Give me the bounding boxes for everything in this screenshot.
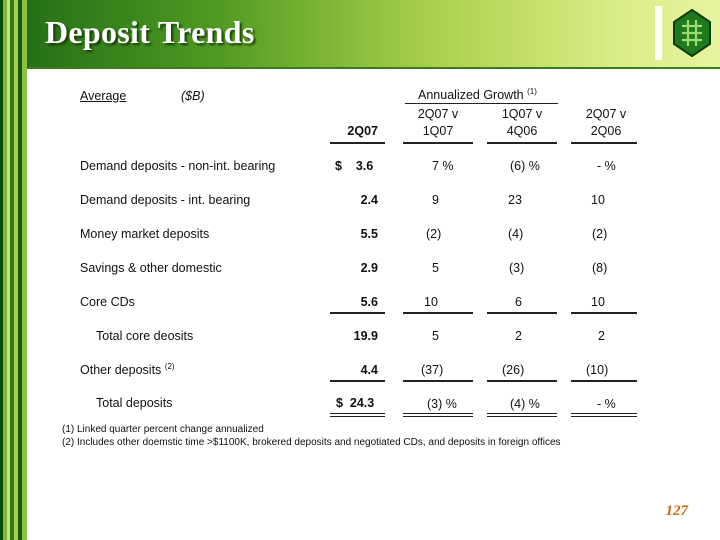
left-stripes	[0, 0, 27, 540]
subtotal-rule-c	[571, 312, 637, 314]
row-value-c: - %	[597, 397, 616, 411]
row-value-2q07: 19.9	[353, 329, 378, 343]
total-rule-c	[571, 380, 637, 382]
double-rule-cur-2	[330, 416, 385, 417]
row-value-a: 5	[432, 261, 439, 275]
double-rule-a-2	[403, 416, 473, 417]
header-band	[0, 0, 720, 67]
footnote-1: (1) Linked quarter percent change annual…	[62, 424, 264, 435]
row-value-c: - %	[597, 159, 616, 173]
double-rule-a-1	[403, 413, 473, 414]
row-value-a: (2)	[426, 227, 442, 241]
row-value-c: 10	[591, 193, 605, 207]
row-label: Core CDs	[80, 295, 135, 309]
page-number: 127	[665, 503, 689, 519]
footnote-2: (2) Includes other doemstic time >$1100K…	[62, 437, 561, 448]
header-rule-cur	[330, 142, 385, 144]
row-value-c: 10	[591, 295, 605, 309]
group-underline	[405, 103, 558, 104]
page-title: Deposit Trends	[45, 14, 255, 50]
row-value-c: (8)	[592, 261, 608, 275]
row-label: Money market deposits	[80, 227, 210, 241]
row-value-b: 2	[515, 329, 522, 343]
row-value-a: 7 %	[432, 159, 454, 173]
double-rule-cur-1	[330, 413, 385, 414]
row-value-2q07: $ 24.3	[336, 396, 375, 410]
row-value-b: (4)	[508, 227, 524, 241]
row-value-a: 5	[432, 329, 439, 343]
col-header-1-line1: 2Q07 v	[417, 107, 459, 121]
header-rule-b	[487, 142, 557, 144]
row-value-2q07: 5.6	[360, 295, 378, 309]
annualized-growth-label: Annualized Growth (1)	[418, 87, 537, 103]
header-rule-a	[403, 142, 473, 144]
row-value-2q07: 2.4	[360, 193, 378, 207]
total-rule-b	[487, 380, 557, 382]
row-value-c: 2	[598, 329, 605, 343]
header-rule-c	[571, 142, 637, 144]
row-value-b: (6) %	[510, 159, 540, 173]
double-rule-b-2	[487, 416, 557, 417]
row-value-c: (10)	[586, 363, 609, 377]
average-label: Average	[80, 89, 127, 103]
col-header-2q07: 2Q07	[347, 124, 378, 138]
total-rule-cur	[330, 380, 385, 382]
row-label: Other deposits (2)	[80, 362, 175, 378]
double-rule-b-1	[487, 413, 557, 414]
row-value-b: 23	[508, 193, 522, 207]
col-header-2-line2: 4Q06	[506, 124, 538, 138]
col-header-2-line1: 1Q07 v	[501, 107, 543, 121]
row-value-b: 6	[515, 295, 522, 309]
subtotal-rule-b	[487, 312, 557, 314]
header-divider	[27, 67, 720, 69]
row-label: Total deposits	[96, 396, 173, 410]
row-value-a: (37)	[421, 363, 444, 377]
row-value-b: (3)	[509, 261, 525, 275]
subtotal-rule-a	[403, 312, 473, 314]
row-label: Demand deposits - int. bearing	[80, 193, 251, 207]
total-rule-a	[403, 380, 473, 382]
row-value-a: 10	[424, 295, 438, 309]
row-value-2q07: 5.5	[360, 227, 378, 241]
col-header-3-line2: 2Q06	[590, 124, 622, 138]
double-rule-c-1	[571, 413, 637, 414]
row-value-a: 9	[432, 193, 439, 207]
header-bar-mark	[655, 6, 662, 60]
col-header-1-line2: 1Q07	[422, 124, 454, 138]
row-value-a: (3) %	[427, 397, 457, 411]
row-value-2q07: 4.4	[360, 363, 378, 377]
subtotal-rule-cur	[330, 312, 385, 314]
unit-label: ($B)	[181, 89, 205, 103]
company-logo-icon	[673, 8, 711, 58]
row-value-b: (26)	[502, 363, 525, 377]
row-value-2q07: $ 3.6	[335, 159, 374, 173]
row-value-b: (4) %	[510, 397, 540, 411]
double-rule-c-2	[571, 416, 637, 417]
col-header-3-line1: 2Q07 v	[585, 107, 627, 121]
row-value-c: (2)	[592, 227, 608, 241]
row-label: Demand deposits - non-int. bearing	[80, 159, 276, 173]
row-label: Total core deosits	[96, 329, 194, 343]
row-value-2q07: 2.9	[360, 261, 378, 275]
row-label: Savings & other domestic	[80, 261, 222, 275]
